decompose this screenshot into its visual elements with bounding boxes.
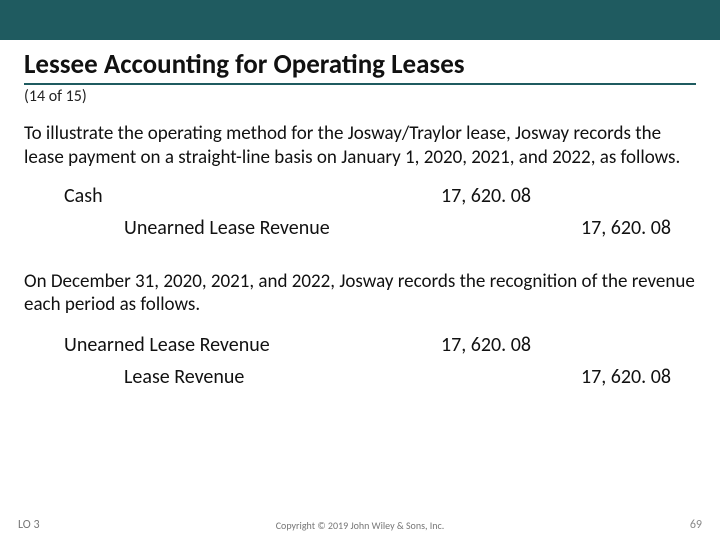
je-credit: 17, 620. 08 [556,212,696,244]
journal-entry-2: Unearned Lease Revenue 17, 620. 08 Lease… [0,325,720,393]
je-credit [556,180,696,212]
slide: Lessee Accounting for Operating Leases (… [0,0,720,540]
journal-entry-1: Cash 17, 620. 08 Unearned Lease Revenue … [0,176,720,244]
footer: LO 3 Copyright © 2019 John Wiley & Sons,… [0,518,720,532]
je-account: Cash [24,180,416,212]
je-account: Unearned Lease Revenue [24,212,416,244]
slide-subtitle: (14 of 15) [0,87,720,114]
je-credit: 17, 620. 08 [556,361,696,393]
body-para-2: On December 31, 2020, 2021, and 2022, Jo… [0,262,720,318]
copyright-text: Copyright © 2019 John Wiley & Sons, Inc. [276,519,445,532]
je-debit: 17, 620. 08 [416,180,556,212]
je-account: Lease Revenue [24,361,416,393]
page-number: 69 [690,518,702,532]
slide-title: Lessee Accounting for Operating Leases [24,48,696,85]
je-credit [556,329,696,361]
learning-objective: LO 3 [18,518,40,532]
top-accent-bar [0,0,720,40]
je-debit [416,212,556,244]
body-para-1: To illustrate the operating method for t… [0,114,720,170]
je-debit [416,361,556,393]
title-block: Lessee Accounting for Operating Leases [0,40,720,87]
je-debit: 17, 620. 08 [416,329,556,361]
je-account: Unearned Lease Revenue [24,329,416,361]
